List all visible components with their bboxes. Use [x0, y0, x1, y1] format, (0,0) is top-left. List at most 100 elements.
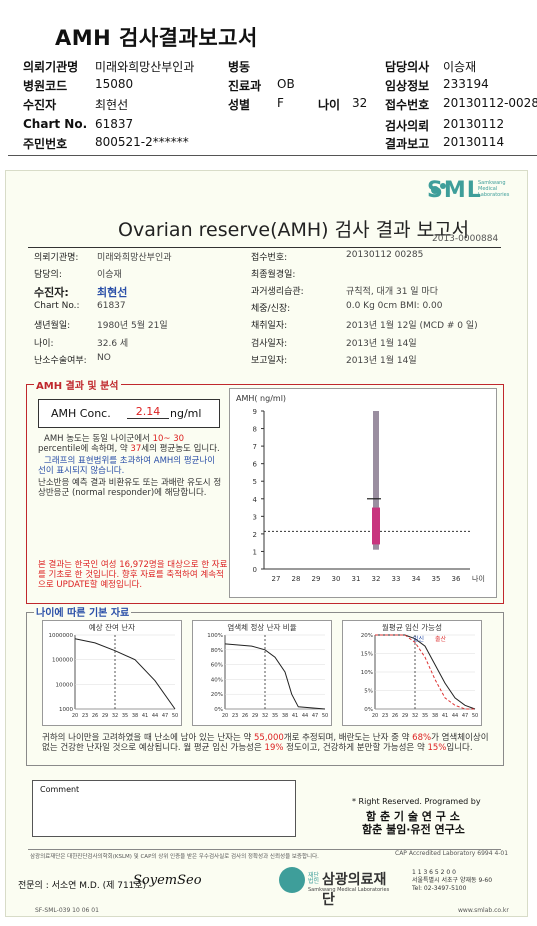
mini-x-tick: 26: [392, 713, 398, 719]
amh-conc-value: 2.14: [127, 405, 169, 419]
mini-x-tick: 44: [152, 713, 158, 719]
credits-line-3: 함춘 불임·유전 연구소: [362, 823, 465, 836]
amh-analysis-text: AMH 농도는 동일 나이군에서 10~ 30 percentile에 속하며,…: [38, 434, 222, 498]
header-value: OB: [277, 77, 295, 91]
mini-y-tick: 1000000: [49, 633, 74, 639]
header-value: 20130114: [443, 135, 505, 149]
field-value: 최현선: [97, 286, 128, 299]
mini-x-tick: 29: [102, 713, 108, 719]
sml-logo-subtitle: Samkwang Medical Laboratories: [478, 180, 510, 198]
comment-box: Comment: [32, 780, 296, 837]
header-key: 검사의뢰: [385, 119, 430, 133]
mini-x-tick: 41: [442, 713, 448, 719]
mini-x-tick: 44: [302, 713, 308, 719]
x-tick-label: 27: [272, 575, 281, 583]
mini-x-tick: 41: [292, 713, 298, 719]
field-value: 미래와희망산부인과: [97, 253, 172, 263]
header-value: 800521-2******: [95, 135, 189, 149]
header-key: 담당의사: [385, 60, 430, 74]
remaining-eggs-chart-frame: 예상 잔여 난자 1000000 100000 10000 1000 20 23 26 29 32…: [42, 620, 182, 726]
header-key: Chart No.: [23, 117, 88, 131]
mini-x-tick: 23: [232, 713, 238, 719]
foundation-logo: 재단 법인 삼광의료재단 Samkwang Medical Laboratori…: [278, 866, 398, 908]
mini-x-tick: 23: [82, 713, 88, 719]
mini-x-tick: 29: [252, 713, 258, 719]
mini-series-line: [375, 634, 476, 710]
credits-line-1: * Right Reserved. Programed by: [352, 797, 481, 806]
x-tick-label: 32: [372, 575, 381, 583]
signature: SoyemSeo: [133, 873, 202, 888]
sml-logo: [427, 178, 527, 204]
mini-series-line: [224, 643, 326, 710]
field-label: 수진자:: [34, 286, 69, 299]
header-key: 주민번호: [23, 137, 68, 151]
header-value: 미래와희망산부인과: [95, 60, 195, 74]
contact-info: 1 1 3 6 5 2 0 0 서울특별시 서초구 양재동 9-60 Tel: …: [412, 869, 493, 892]
header-key: 병원코드: [23, 79, 68, 93]
field-label: 검사일자:: [251, 339, 288, 349]
y-tick-label: 3: [253, 513, 257, 521]
mini-y-tick: 10000: [56, 682, 74, 688]
header-value: 이승재: [443, 60, 477, 74]
y-tick-label: 8: [253, 426, 257, 434]
mini-x-tick: 50: [472, 713, 478, 719]
mini-x-tick: 41: [142, 713, 148, 719]
amh-data-note: 본 결과는 한국인 여성 16,972명을 대상으로 한 자료를 기초로 한 것…: [38, 560, 228, 590]
mini-y-tick: 60%: [211, 663, 223, 669]
summary-normal-pct: 68%: [412, 733, 432, 743]
amh-iqr-box: [372, 507, 380, 545]
field-label: 난소수술여부:: [34, 356, 87, 366]
legend-pregnancy: 임신: [413, 635, 424, 643]
mini-x-tick: 20: [372, 713, 378, 719]
mini-y-tick: 0%: [364, 707, 373, 713]
analysis-percentile: AMH 농도는 동일 나이군에서 10~ 30 percentile에 속하며,…: [38, 434, 220, 454]
mini-chart-title: 염색체 정상 난자 비율: [227, 622, 296, 632]
field-value: 1980년 5월 21일: [97, 321, 168, 331]
mini-x-tick: 50: [322, 713, 328, 719]
mini-x-tick: 26: [242, 713, 248, 719]
x-tick-label: 35: [432, 575, 441, 583]
mini-x-tick: 47: [462, 713, 468, 719]
x-tick-label: 29: [312, 575, 321, 583]
mini-x-tick: 44: [452, 713, 458, 719]
header-key: 진료과: [228, 79, 262, 93]
field-label: 접수번호:: [251, 253, 288, 263]
summary-text-4: 가 염색체이상이 없는 건강한 난자일 것으로 예상됩니다. 월 평균 임신 가…: [42, 733, 489, 753]
header-value: 61837: [95, 117, 134, 131]
field-value: 2013년 1월 14일: [346, 339, 417, 349]
mini-y-tick: 100%: [207, 633, 223, 639]
field-value: 2013년 1월 12일 (MCD # 0 일): [346, 321, 478, 331]
summary-pregnancy-pct: 19%: [264, 743, 284, 753]
x-tick-label: 28: [292, 575, 301, 583]
mini-x-tick: 47: [312, 713, 318, 719]
field-value: 20130112 00285: [346, 250, 424, 260]
mini-series-line: [375, 634, 475, 710]
mini-x-tick: 38: [432, 713, 438, 719]
amh-chart-ylabel: AMH( ng/ml): [236, 394, 286, 403]
mini-y-tick: 1000: [59, 707, 73, 713]
summary-text-6: 입니다.: [446, 743, 473, 753]
field-value: NO: [97, 353, 111, 363]
field-label: 과거생리습관:: [251, 287, 304, 297]
footer-certification: 삼광의료재단은 대한진단검사의학회(KSLM) 및 CAP의 상위 인증을 받은…: [30, 854, 319, 860]
mini-x-tick: 50: [172, 713, 178, 719]
field-value: 61837: [97, 301, 126, 311]
amh-conc-unit: ng/ml: [170, 407, 202, 420]
mini-y-tick: 80%: [211, 648, 223, 654]
summary-egg-count: 55,000: [254, 733, 284, 743]
mini-chart-title: 예상 잔여 난자: [89, 622, 135, 632]
summary-text-3: 약: [401, 733, 410, 743]
field-label: 체중/신장:: [251, 304, 291, 314]
mini-y-tick: 100000: [52, 658, 73, 664]
field-label: 담당의:: [34, 270, 62, 280]
foundation-name: 삼광의료재단: [322, 872, 387, 908]
footer-divider: [28, 849, 501, 850]
x-tick-label: 31: [352, 575, 361, 583]
mini-x-tick: 20: [72, 713, 78, 719]
x-tick-label: 34: [412, 575, 421, 583]
mini-x-tick: 32: [112, 713, 118, 719]
header-key: 성별: [228, 98, 251, 112]
credits-line-2: 함 춘 기 술 연 구 소: [366, 810, 460, 823]
field-label: 나이:: [34, 339, 54, 349]
